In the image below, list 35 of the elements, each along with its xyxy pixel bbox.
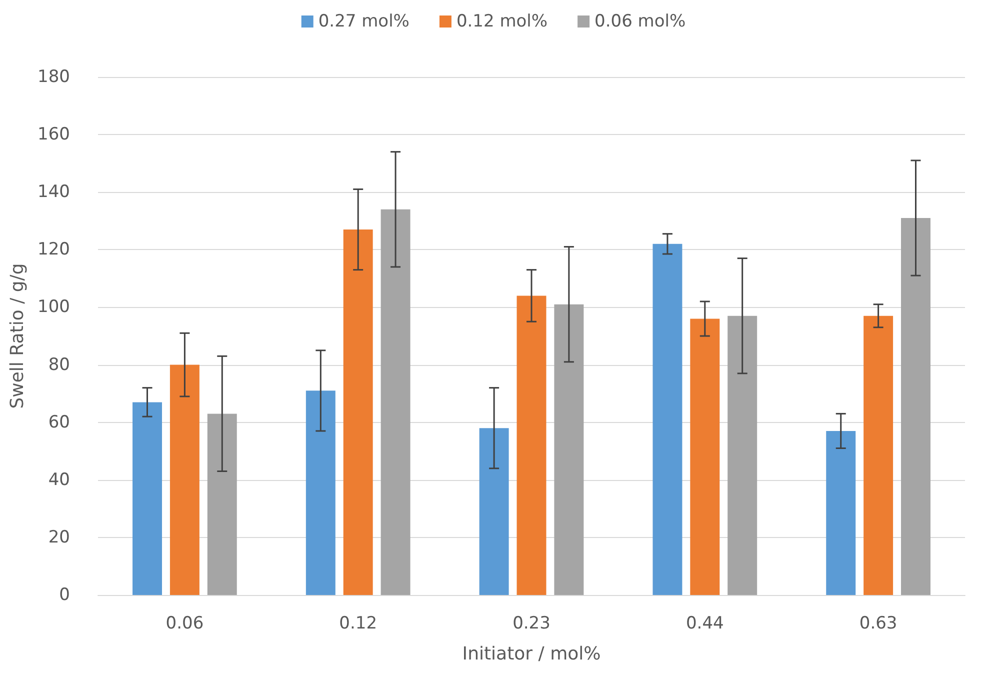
x-axis-title: Initiator / mol% — [462, 644, 601, 664]
y-tick-label: 100 — [38, 297, 70, 318]
bar — [690, 318, 720, 595]
bar — [728, 316, 758, 595]
bar — [652, 244, 682, 595]
bar — [864, 316, 894, 595]
bar — [554, 304, 584, 595]
bar — [901, 218, 930, 595]
bar — [826, 430, 856, 595]
y-tick-label: 140 — [38, 182, 70, 202]
y-tick-label: 180 — [38, 67, 70, 87]
y-tick-label: 20 — [48, 527, 70, 548]
bar — [207, 414, 237, 595]
bar — [343, 230, 373, 595]
bar — [170, 364, 200, 595]
x-tick-label: 0.63 — [859, 614, 898, 634]
y-tick-label: 40 — [48, 470, 70, 490]
legend-label: 0.12 mol% — [456, 12, 548, 32]
bar — [132, 402, 162, 595]
x-tick-label: 0.44 — [686, 614, 724, 634]
bar — [380, 209, 410, 595]
x-tick-label: 0.23 — [512, 614, 550, 634]
y-tick-label: 60 — [48, 412, 70, 432]
y-tick-label: 0 — [59, 585, 70, 605]
bar — [479, 428, 509, 595]
bar — [306, 390, 336, 595]
x-tick-label: 0.06 — [166, 614, 204, 634]
legend-label: 0.27 mol% — [318, 12, 410, 32]
y-axis-title: Swell Ratio / g/g — [7, 263, 28, 409]
y-tick-label: 80 — [48, 354, 70, 375]
x-tick-label: 0.12 — [339, 614, 378, 634]
bar — [516, 296, 546, 595]
y-tick-label: 160 — [38, 124, 70, 145]
y-tick-label: 120 — [38, 240, 70, 260]
legend-label: 0.06 mol% — [594, 12, 686, 32]
